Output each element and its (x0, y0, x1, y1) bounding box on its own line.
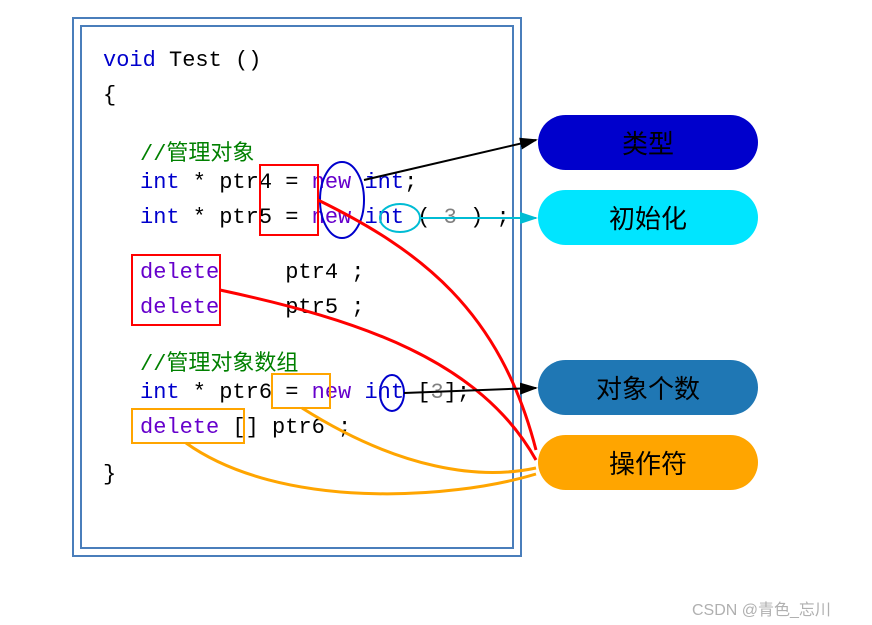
watermark: CSDN @青色_忘川 (692, 596, 831, 620)
code-line: int * ptr4 = new int; (140, 170, 417, 195)
code-line: { (103, 83, 116, 108)
code-line: delete [] ptr6 ; (140, 415, 351, 440)
label-pill: 初始化 (538, 190, 758, 245)
code-line: //管理对象 (140, 135, 254, 167)
code-line: //管理对象数组 (140, 345, 298, 377)
code-line: void Test () (103, 48, 261, 73)
code-line: int * ptr6 = new int [3]; (140, 380, 470, 405)
label-pill: 类型 (538, 115, 758, 170)
label-pill: 操作符 (538, 435, 758, 490)
label-pill: 对象个数 (538, 360, 758, 415)
code-line: int * ptr5 = new int ( 3 ) ; (140, 205, 510, 230)
code-line: delete ptr5 ; (140, 295, 364, 320)
diagram-canvas: void Test () { //管理对象 int * ptr4 = new int;… (0, 0, 872, 625)
code-line: delete ptr4 ; (140, 260, 364, 285)
inner-border (80, 25, 514, 549)
code-line: } (103, 462, 116, 487)
